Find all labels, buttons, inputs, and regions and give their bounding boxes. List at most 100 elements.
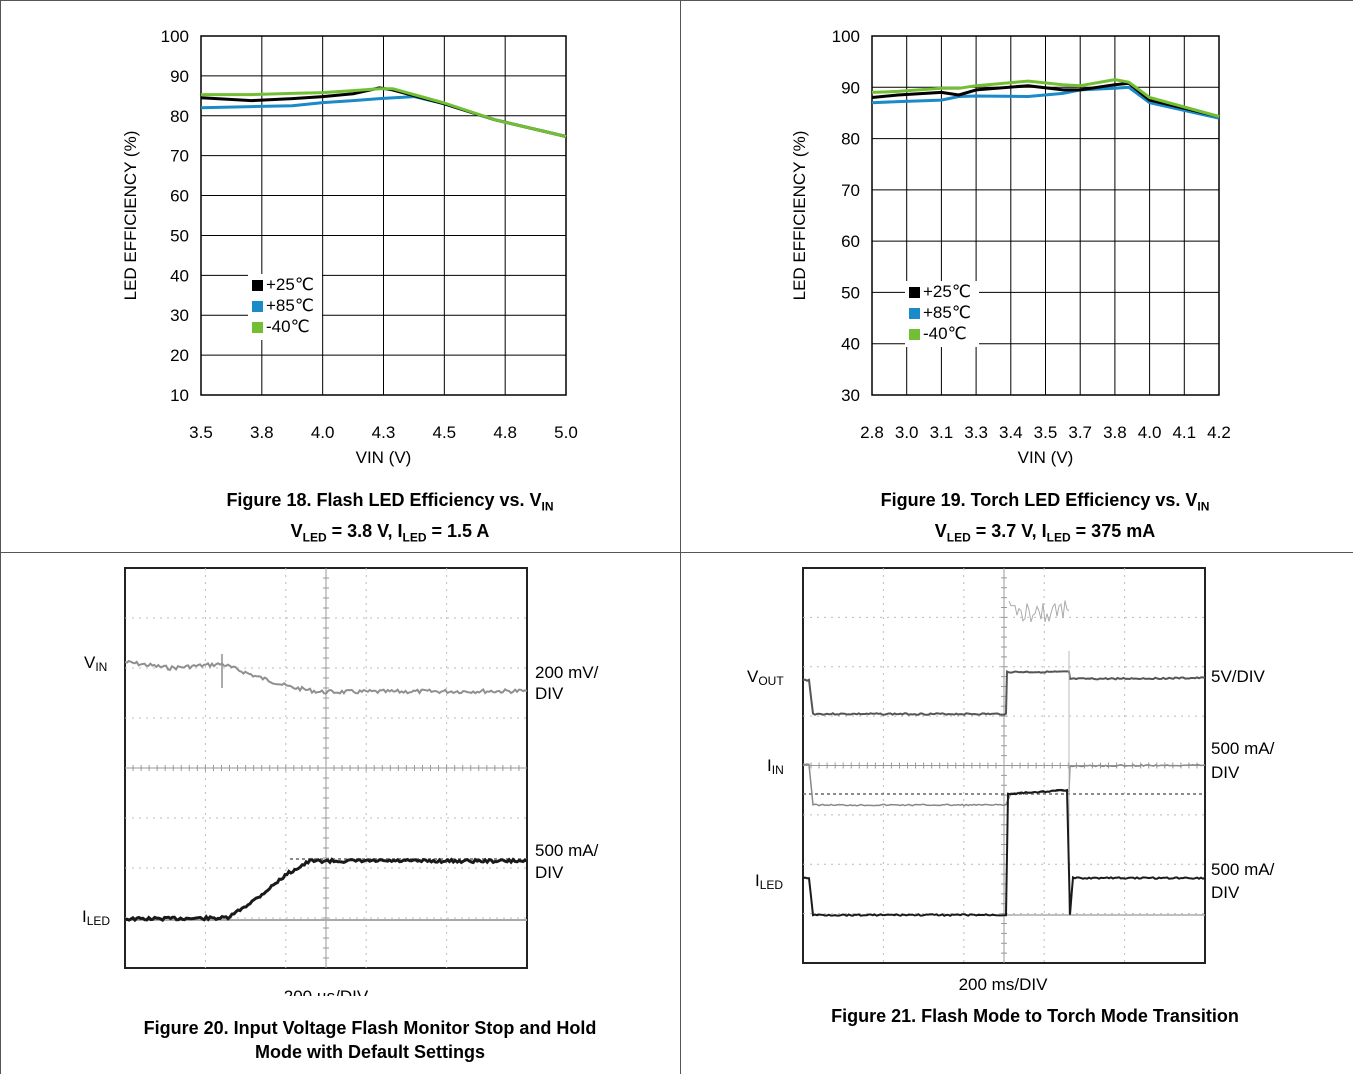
scope-grid — [125, 568, 527, 968]
time-scale: 200 µs/DIV — [284, 987, 369, 996]
legend-swatch — [252, 322, 263, 333]
scale-iled-line1: 500 mA/ — [535, 841, 599, 860]
y-tick-label: 80 — [841, 130, 860, 149]
y-tick-label: 60 — [170, 187, 189, 206]
figure-20-caption: Figure 20. Input Voltage Flash Monitor S… — [60, 1016, 680, 1064]
x-tick-label: 3.5 — [1034, 423, 1058, 442]
caption-vled-value: = 3.7 V, I — [970, 520, 1047, 541]
series-line-2 — [201, 87, 567, 138]
trace-vout-noise — [1008, 600, 1070, 623]
x-axis-label: VIN (V) — [356, 448, 412, 467]
figure-21-caption-text: Figure 21. Flash Mode to Torch Mode Tran… — [831, 1006, 1239, 1026]
x-tick-label: 3.3 — [964, 423, 988, 442]
figure-19-caption-sub: IN — [1197, 499, 1210, 514]
x-tick-label: 3.8 — [1103, 423, 1127, 442]
y-tick-label: 70 — [170, 147, 189, 166]
x-tick-label: 4.8 — [493, 423, 517, 442]
figure-19-caption-line1: Figure 19. Torch LED Efficiency vs. V — [880, 490, 1198, 510]
y-tick-label: 30 — [170, 306, 189, 325]
legend-entry: +25℃ — [266, 275, 314, 294]
scope-traces — [802, 600, 1206, 917]
legend-swatch — [909, 329, 920, 340]
trace-iled — [802, 788, 1206, 917]
legend-swatch — [252, 280, 263, 291]
legend-entry: +25℃ — [923, 282, 971, 301]
y-tick-label: 70 — [841, 181, 860, 200]
figure-divider-horizontal — [0, 552, 1353, 553]
caption-iled-value: = 1.5 A — [426, 520, 490, 541]
x-tick-label: 3.0 — [895, 423, 919, 442]
figure-20-caption-line1: Figure 20. Input Voltage Flash Monitor S… — [143, 1018, 597, 1038]
x-tick-label: 4.5 — [433, 423, 457, 442]
y-tick-label: 20 — [170, 346, 189, 365]
x-tick-label: 4.2 — [1207, 423, 1231, 442]
scale-iin-line1: 500 mA/ — [1211, 739, 1275, 758]
trace-vin — [124, 659, 528, 695]
y-tick-label: 50 — [170, 226, 189, 245]
scale-vout: 5V/DIV — [1211, 667, 1266, 686]
figure-18-caption-line1: Figure 18. Flash LED Efficiency vs. V — [226, 490, 542, 510]
caption-vled-value: = 3.8 V, I — [326, 520, 403, 541]
legend-swatch — [909, 308, 920, 319]
y-tick-label: 100 — [832, 27, 860, 46]
y-tick-label: 30 — [841, 386, 860, 405]
x-tick-label: 2.8 — [860, 423, 884, 442]
legend-entry: -40℃ — [923, 324, 967, 343]
series-line-1 — [871, 85, 1220, 120]
figure-18-chart: 3.5 3.8 4.0 4.3 4.5 4.8 5.0 10 20 30 40 50 60 70 80 90 1… — [121, 27, 578, 467]
y-axis-label: LED EFFICIENCY (%) — [121, 131, 140, 301]
scale-iled-line1: 500 mA/ — [1211, 860, 1275, 879]
figure-18-caption-sub: IN — [541, 499, 554, 514]
x-tick-label: 3.7 — [1068, 423, 1092, 442]
legend-entry: +85℃ — [923, 303, 971, 322]
figure-19-chart: 2.8 3.0 3.1 3.3 3.4 3.5 3.7 3.8 4.0 4.1 4.2 30 40 50 6… — [790, 27, 1231, 467]
caption-iled-sub: LED — [1046, 530, 1071, 545]
label-iled: ILED — [755, 871, 783, 892]
y-tick-label: 90 — [170, 67, 189, 86]
y-tick-label: 40 — [170, 266, 189, 285]
legend-entry: +85℃ — [266, 296, 314, 315]
scale-vin-line1: 200 mV/ — [535, 663, 599, 682]
x-tick-label: 3.8 — [250, 423, 274, 442]
x-tick-label: 3.1 — [930, 423, 954, 442]
time-scale: 200 ms/DIV — [959, 975, 1048, 994]
x-tick-label: 4.0 — [1138, 423, 1162, 442]
caption-vled: V — [934, 520, 947, 541]
caption-vled-sub: LED — [946, 530, 971, 545]
y-tick-label: 40 — [841, 335, 860, 354]
figure-divider-vertical — [680, 0, 681, 1074]
label-iled: ILED — [82, 907, 110, 928]
caption-iled-value: = 375 mA — [1070, 520, 1156, 541]
label-iin: IIN — [767, 756, 784, 777]
y-tick-label: 90 — [841, 78, 860, 97]
legend: +25℃ +85℃ -40℃ — [905, 281, 979, 347]
trace-iled — [124, 857, 528, 923]
y-axis-label: LED EFFICIENCY (%) — [790, 131, 809, 301]
scale-iled-line2: DIV — [1211, 883, 1240, 902]
caption-vled: V — [290, 520, 303, 541]
figure-20-caption-line2: Mode with Default Settings — [254, 1042, 485, 1062]
figure-18-caption: Figure 18. Flash LED Efficiency vs. VIN … — [100, 488, 680, 549]
plot-area — [200, 35, 567, 396]
x-tick-label: 5.0 — [554, 423, 578, 442]
series-line-2 — [871, 78, 1220, 118]
label-vout: VOUT — [747, 667, 784, 688]
x-tick-label: 4.3 — [372, 423, 396, 442]
figure-20-scope: VIN ILED 200 mV/ DIV 500 mA/ DIV 200 µs/… — [82, 567, 599, 996]
label-vin: VIN — [84, 653, 107, 674]
y-tick-label: 10 — [170, 386, 189, 405]
scale-vin-line2: DIV — [535, 684, 564, 703]
x-tick-label: 4.0 — [311, 423, 335, 442]
scale-iled-line2: DIV — [535, 863, 564, 882]
x-tick-label: 3.5 — [189, 423, 213, 442]
scale-iin-line2: DIV — [1211, 763, 1240, 782]
figure-19-caption: Figure 19. Torch LED Efficiency vs. VIN … — [760, 488, 1330, 549]
figure-21-scope: VOUT IIN ILED 5V/DIV 500 mA/ DIV 500 mA/… — [747, 567, 1275, 994]
y-tick-label: 50 — [841, 283, 860, 302]
scope-traces — [124, 654, 528, 923]
y-tick-label: 60 — [841, 232, 860, 251]
figure-21-caption: Figure 21. Flash Mode to Torch Mode Tran… — [740, 1004, 1330, 1028]
legend-entry: -40℃ — [266, 317, 310, 336]
x-tick-label: 4.1 — [1172, 423, 1196, 442]
